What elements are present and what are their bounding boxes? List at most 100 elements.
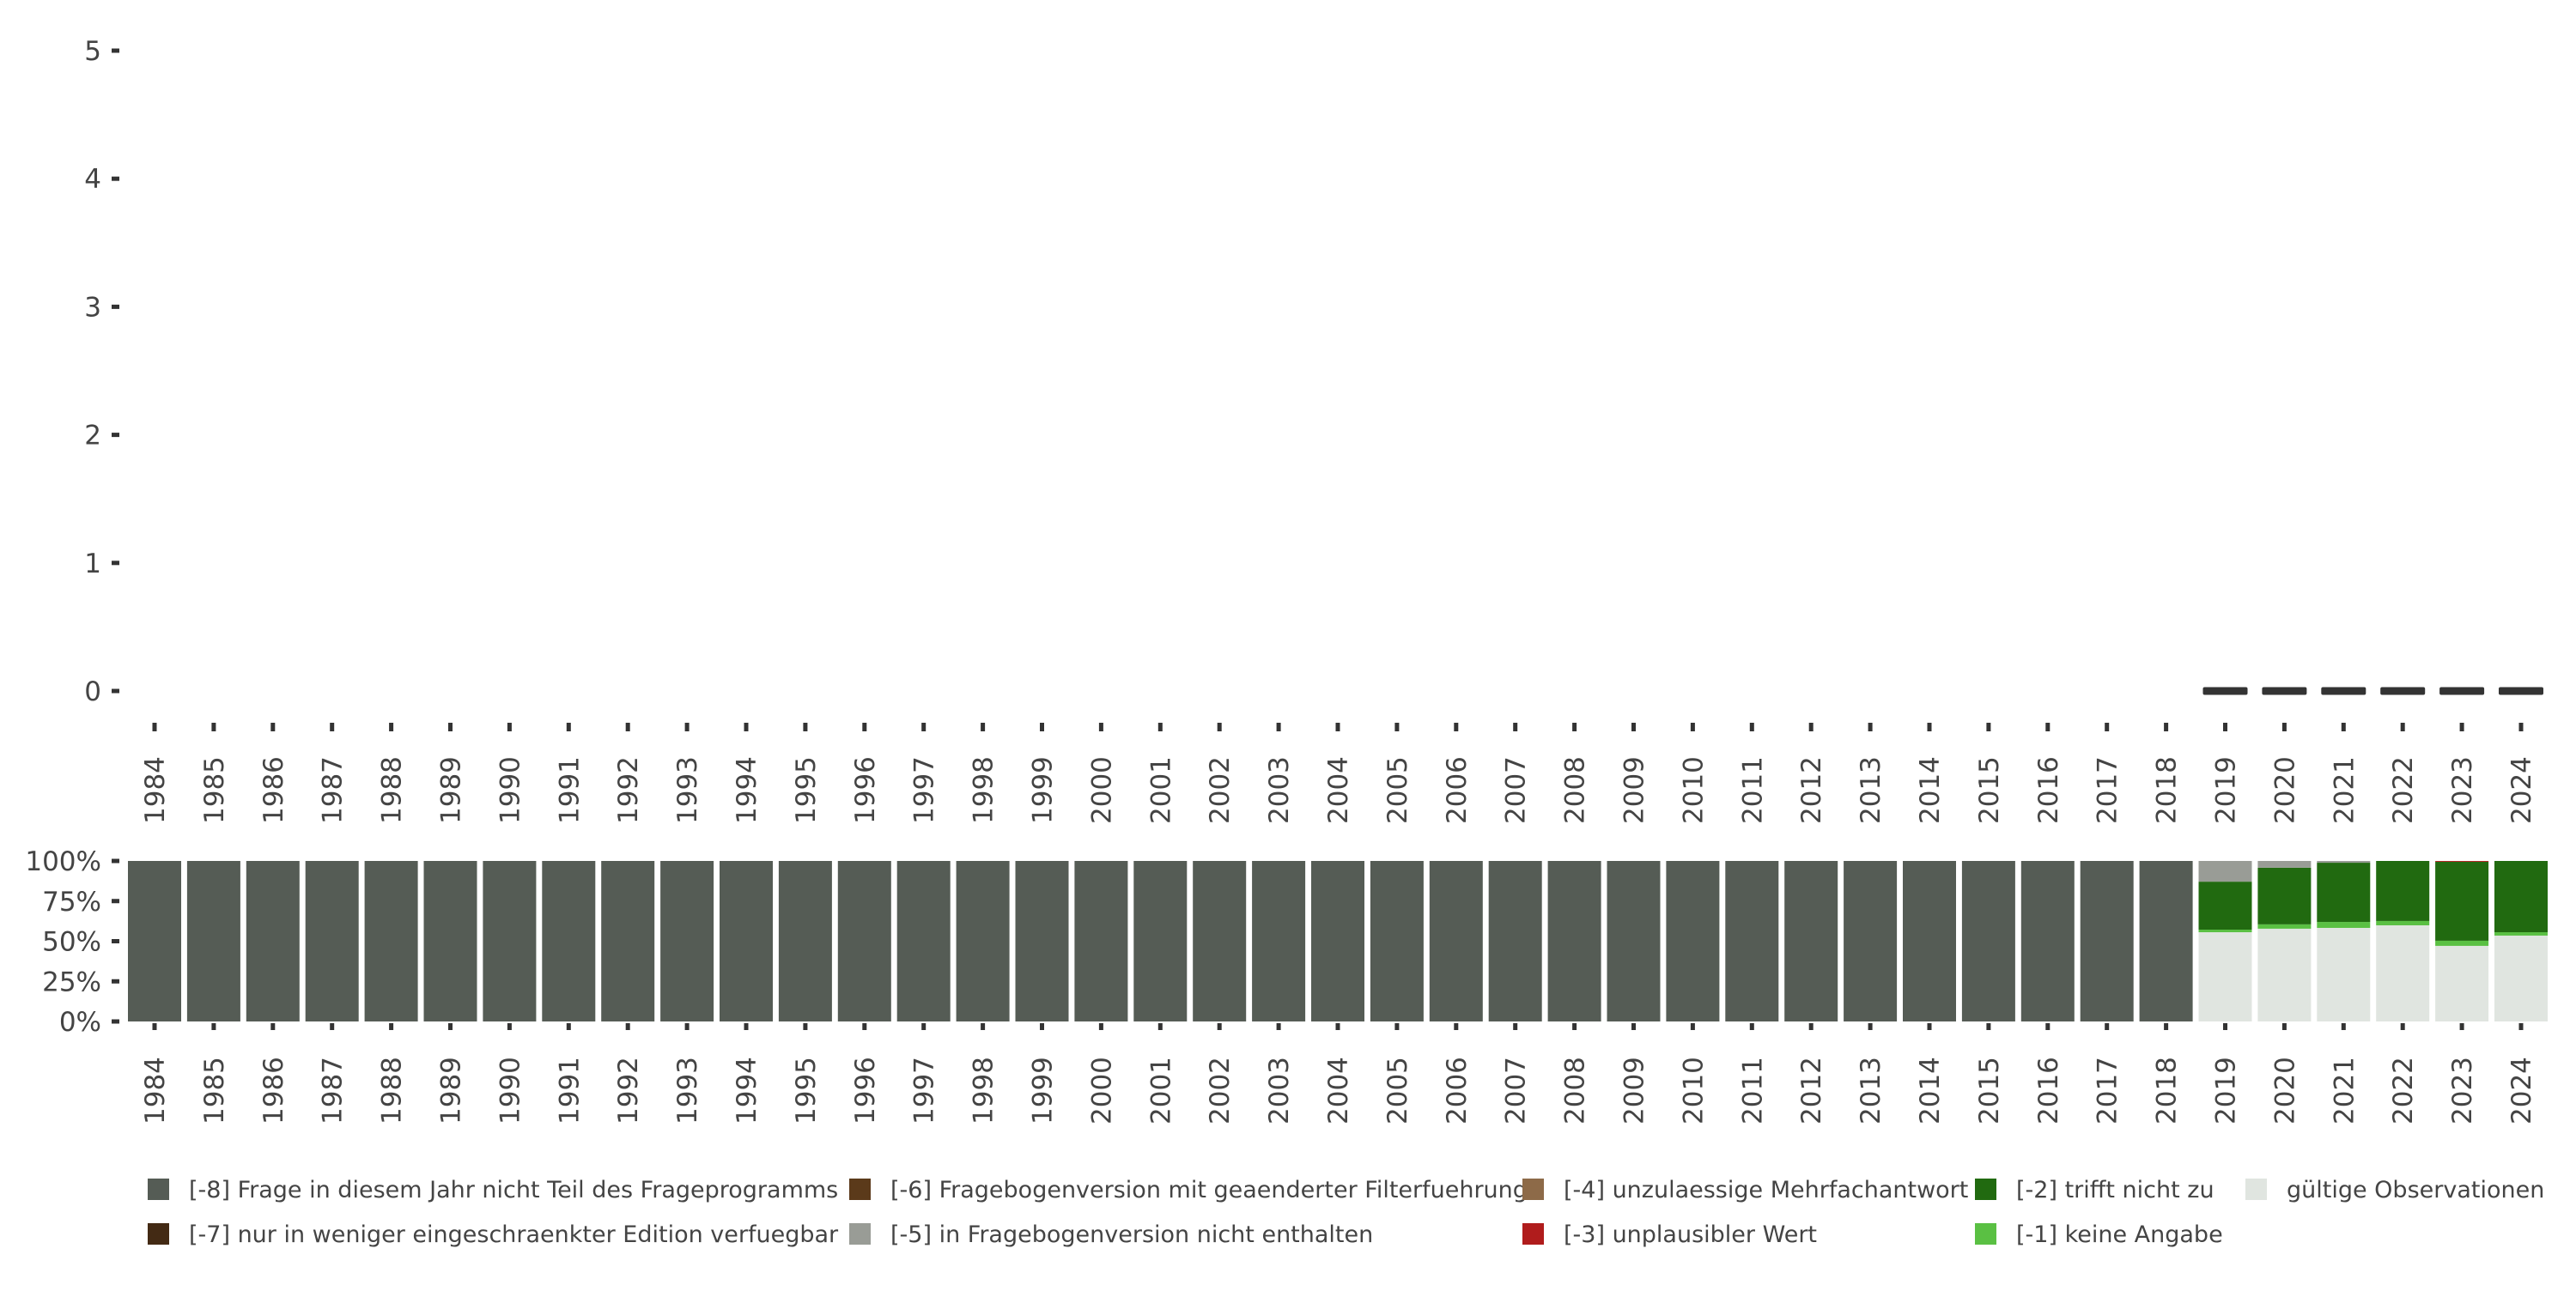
bar-segment	[1488, 861, 1542, 1021]
x-tick-mark	[1513, 1023, 1518, 1030]
bar-segment	[2435, 945, 2489, 1021]
x-tick-label: 2003	[1264, 756, 1295, 824]
x-tick-mark	[981, 723, 986, 731]
bar-segment	[2494, 861, 2548, 933]
x-tick-mark	[1927, 723, 1932, 731]
x-tick-mark	[625, 723, 630, 731]
x-tick-mark	[1454, 723, 1459, 731]
legend-swatch	[148, 1179, 169, 1200]
x-tick-label: 2006	[1442, 756, 1473, 824]
x-tick-mark	[803, 723, 808, 731]
bar-segment	[2257, 861, 2312, 868]
legend-swatch	[849, 1223, 871, 1245]
x-tick-mark	[1217, 1023, 1222, 1030]
x-tick-label: 1984	[140, 1057, 171, 1124]
y-tick-mark	[112, 176, 119, 181]
x-tick-label: 2020	[2269, 1057, 2300, 1124]
x-tick-mark	[744, 723, 749, 731]
x-tick-label: 2023	[2447, 1057, 2478, 1124]
x-tick-mark	[1631, 723, 1636, 731]
x-tick-mark	[448, 1023, 453, 1030]
y-tick-label: 3	[84, 292, 101, 323]
bar-segment	[1015, 861, 1069, 1021]
bar-segment	[305, 861, 359, 1021]
bar-segment	[483, 861, 537, 1021]
x-tick-mark	[330, 723, 335, 731]
bar-segment	[128, 861, 181, 1021]
x-tick-mark	[448, 723, 453, 731]
bar-segment	[1311, 861, 1364, 1021]
x-tick-mark	[1808, 723, 1814, 731]
x-tick-mark	[566, 723, 571, 731]
y-tick-mark	[112, 979, 119, 984]
bar-segment	[1607, 861, 1661, 1021]
x-tick-mark	[1098, 723, 1103, 731]
x-tick-mark	[921, 723, 927, 731]
bar-segment	[2080, 861, 2134, 1021]
x-tick-mark	[211, 723, 216, 731]
x-tick-mark	[1394, 1023, 1400, 1030]
x-tick-mark	[1454, 1023, 1459, 1030]
x-tick-label: 2017	[2093, 1057, 2123, 1124]
x-tick-label: 2012	[1796, 756, 1827, 824]
x-tick-mark	[1098, 1023, 1103, 1030]
x-tick-label: 2022	[2388, 1057, 2419, 1124]
bar-segment	[2435, 940, 2489, 946]
bar-segment	[2435, 861, 2489, 941]
x-tick-label: 1993	[672, 756, 703, 824]
x-tick-label: 2002	[1205, 756, 1236, 824]
x-tick-label: 2013	[1856, 756, 1886, 824]
legend-label: [-4] unzulaessige Mehrfachantwort	[1564, 1177, 1968, 1203]
x-tick-mark	[981, 1023, 986, 1030]
x-tick-label: 1988	[377, 756, 408, 824]
x-tick-mark	[2341, 723, 2346, 731]
y-tick-label: 75%	[42, 887, 101, 918]
y-tick-mark	[112, 858, 119, 864]
x-tick-mark	[2164, 1023, 2169, 1030]
x-tick-label: 1984	[140, 756, 171, 824]
legend-label: [-5] in Fragebogenversion nicht enthalte…	[890, 1221, 1373, 1248]
x-tick-mark	[1276, 723, 1281, 731]
y-tick-label: 2	[84, 421, 101, 452]
x-tick-label: 2005	[1382, 756, 1413, 824]
x-tick-mark	[1631, 1023, 1636, 1030]
x-tick-mark	[2045, 723, 2050, 731]
median-mark	[2262, 687, 2307, 695]
x-tick-mark	[2400, 1023, 2405, 1030]
legend-label: [-2] trifft nicht zu	[2016, 1177, 2215, 1203]
x-tick-label: 1995	[791, 1057, 822, 1124]
x-tick-label: 1992	[613, 756, 644, 824]
bar-segment	[601, 861, 655, 1021]
x-tick-label: 1991	[554, 1057, 585, 1124]
x-tick-label: 2013	[1856, 1057, 1886, 1124]
x-tick-mark	[2223, 1023, 2227, 1030]
x-tick-mark	[2281, 1023, 2287, 1030]
x-tick-label: 2015	[1974, 756, 2005, 824]
y-tick-mark	[112, 433, 119, 438]
x-tick-label: 2008	[1560, 1057, 1591, 1124]
x-tick-label: 2004	[1323, 1057, 1354, 1124]
bar-segment	[1547, 861, 1601, 1021]
x-tick-label: 2010	[1678, 756, 1709, 824]
bar-segment	[778, 861, 832, 1021]
x-tick-mark	[1690, 723, 1695, 731]
x-tick-mark	[1927, 1023, 1932, 1030]
x-tick-mark	[1986, 1023, 1991, 1030]
x-tick-label: 2001	[1145, 756, 1176, 824]
x-tick-label: 2007	[1501, 756, 1532, 824]
x-tick-mark	[2281, 723, 2287, 731]
bar-segment	[2317, 863, 2371, 923]
x-tick-mark	[1217, 723, 1222, 731]
x-tick-label: 1989	[436, 1057, 467, 1124]
bar-segment	[2198, 930, 2252, 933]
bar-segment	[2376, 861, 2430, 921]
x-tick-mark	[2459, 1023, 2464, 1030]
bar-segment	[2139, 861, 2193, 1021]
x-tick-mark	[1690, 1023, 1695, 1030]
bar-segment	[1074, 861, 1128, 1021]
x-tick-label: 2005	[1382, 1057, 1413, 1124]
median-mark	[2202, 687, 2248, 695]
x-tick-label: 1997	[909, 756, 940, 824]
bar-segment	[2435, 861, 2489, 862]
